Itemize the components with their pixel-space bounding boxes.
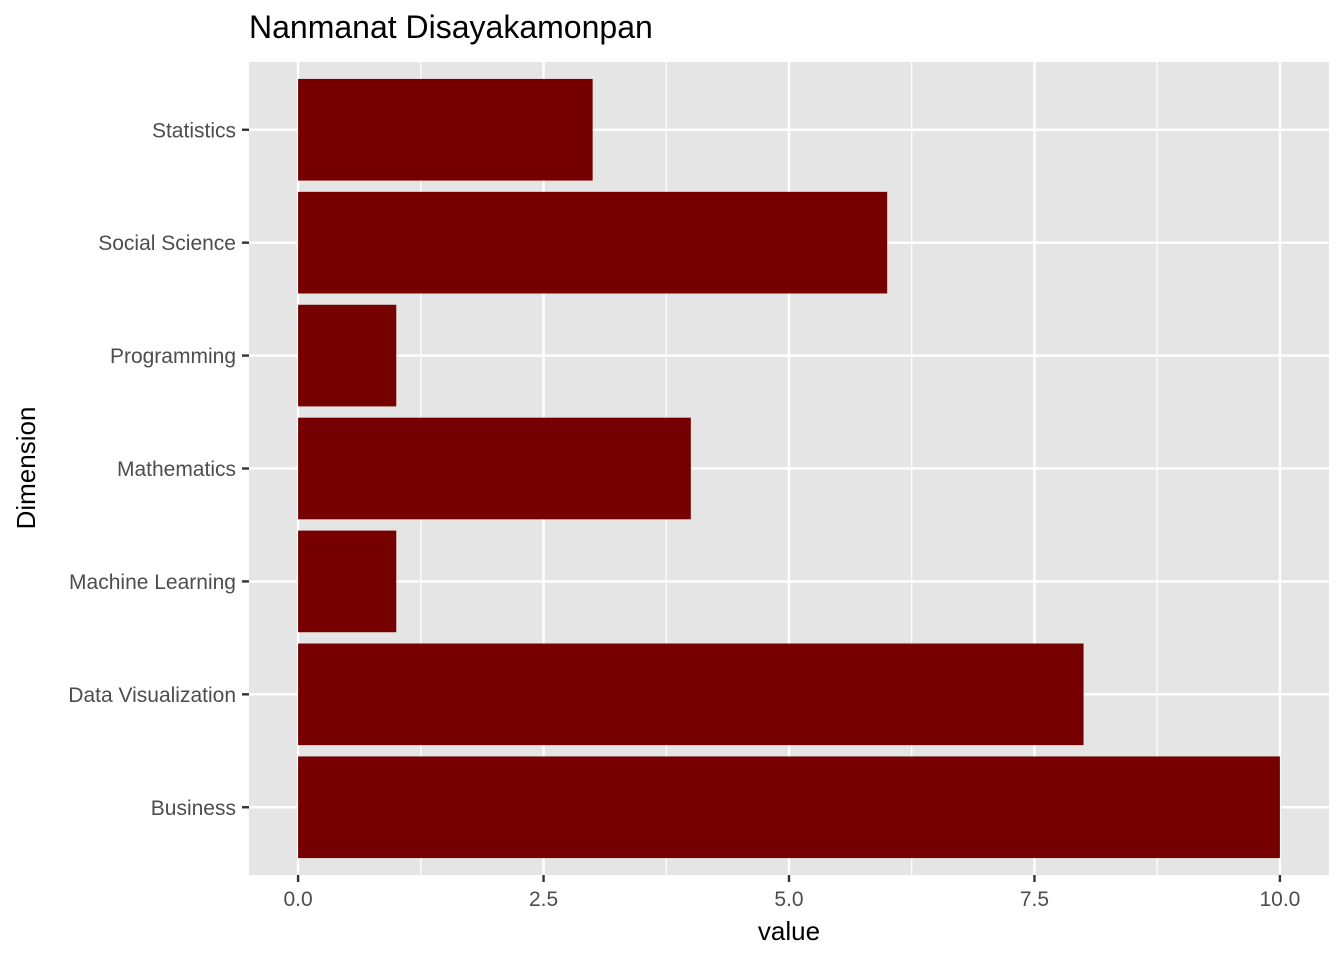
x-axis-title: value	[758, 916, 820, 946]
y-axis: Business Data Visualization Machine Learni…	[68, 119, 249, 820]
bars	[298, 78, 1280, 859]
y-tick-label: Statistics	[152, 119, 236, 142]
y-tick-label: Data Visualization	[68, 684, 236, 707]
x-tick-label: 10.0	[1259, 888, 1300, 911]
bar-statistics	[298, 78, 593, 181]
x-axis: 0.0 2.5 5.0 7.5 10.0	[283, 875, 1300, 911]
y-axis-title: Dimension	[11, 407, 41, 530]
y-tick-label: Machine Learning	[69, 571, 236, 594]
y-tick-label: Social Science	[98, 232, 236, 255]
chart-title: Nanmanat Disayakamonpan	[249, 9, 653, 45]
x-tick-label: 0.0	[283, 888, 312, 911]
bar-social-science	[298, 191, 888, 294]
y-tick-label: Programming	[110, 345, 236, 368]
bar-mathematics	[298, 417, 691, 520]
bar-data-visualization	[298, 643, 1084, 746]
bar-business	[298, 756, 1280, 859]
y-tick-label: Mathematics	[117, 458, 236, 481]
x-tick-label: 2.5	[529, 888, 558, 911]
x-tick-label: 5.0	[774, 888, 803, 911]
bar-programming	[298, 304, 397, 407]
x-tick-label: 7.5	[1020, 888, 1049, 911]
bar-machine-learning	[298, 530, 397, 633]
y-tick-label: Business	[151, 797, 236, 820]
